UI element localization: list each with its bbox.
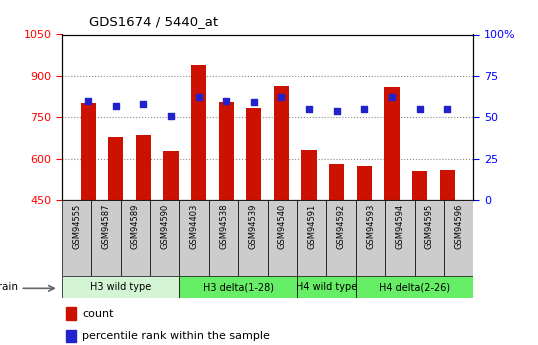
Bar [301,150,317,200]
Point [415,106,424,112]
Text: GSM94595: GSM94595 [425,204,434,249]
Text: percentile rank within the sample: percentile rank within the sample [82,331,270,341]
Bar [267,200,297,276]
Bar [356,276,473,298]
Text: GSM94555: GSM94555 [72,204,81,249]
Point [360,106,369,112]
Text: GSM94593: GSM94593 [366,204,375,249]
Bar [274,86,289,200]
Bar [191,65,206,200]
Text: H4 wild type: H4 wild type [296,282,357,292]
Point [222,98,231,104]
Bar [164,151,179,200]
Bar [136,135,151,200]
Text: H4 delta(2-26): H4 delta(2-26) [379,282,450,292]
Text: GSM94540: GSM94540 [278,204,287,249]
Text: GSM94596: GSM94596 [454,204,463,249]
Point [250,100,258,105]
Text: H3 delta(1-28): H3 delta(1-28) [203,282,274,292]
Text: H3 wild type: H3 wild type [90,282,151,292]
Bar [329,164,344,200]
Text: GSM94538: GSM94538 [219,204,228,249]
Point [111,103,120,108]
Bar [180,276,297,298]
Bar [218,102,234,200]
Bar [121,200,150,276]
Bar [246,108,261,200]
Text: GDS1674 / 5440_at: GDS1674 / 5440_at [89,14,218,28]
Bar [180,200,209,276]
Point [332,108,341,114]
Bar [62,200,91,276]
Bar [91,200,121,276]
Text: GSM94589: GSM94589 [131,204,140,249]
Bar [62,276,180,298]
Point [277,95,286,100]
Text: count: count [82,308,114,318]
Bar [150,200,180,276]
Point [139,101,148,107]
Bar [238,200,268,276]
Point [305,106,313,112]
Bar [66,307,76,320]
Text: GSM94592: GSM94592 [337,204,345,249]
Bar [412,171,427,200]
Bar [357,166,372,200]
Bar [209,200,238,276]
Text: GSM94590: GSM94590 [160,204,169,249]
Bar [81,104,96,200]
Bar [327,200,356,276]
Text: GSM94403: GSM94403 [190,204,199,249]
Point [387,95,396,100]
Bar [440,170,455,200]
Text: GSM94539: GSM94539 [249,204,258,249]
Bar [108,137,123,200]
Text: GSM94587: GSM94587 [102,204,110,249]
Bar [444,200,473,276]
Bar [356,200,385,276]
Point [167,113,175,118]
Point [194,95,203,100]
Bar [66,330,76,342]
Bar [385,200,415,276]
Bar [384,87,400,200]
Text: strain: strain [0,282,18,292]
Point [84,98,93,104]
Bar [297,200,327,276]
Bar [415,200,444,276]
Text: GSM94591: GSM94591 [307,204,316,249]
Text: GSM94594: GSM94594 [395,204,405,249]
Bar [297,276,356,298]
Point [443,106,451,112]
